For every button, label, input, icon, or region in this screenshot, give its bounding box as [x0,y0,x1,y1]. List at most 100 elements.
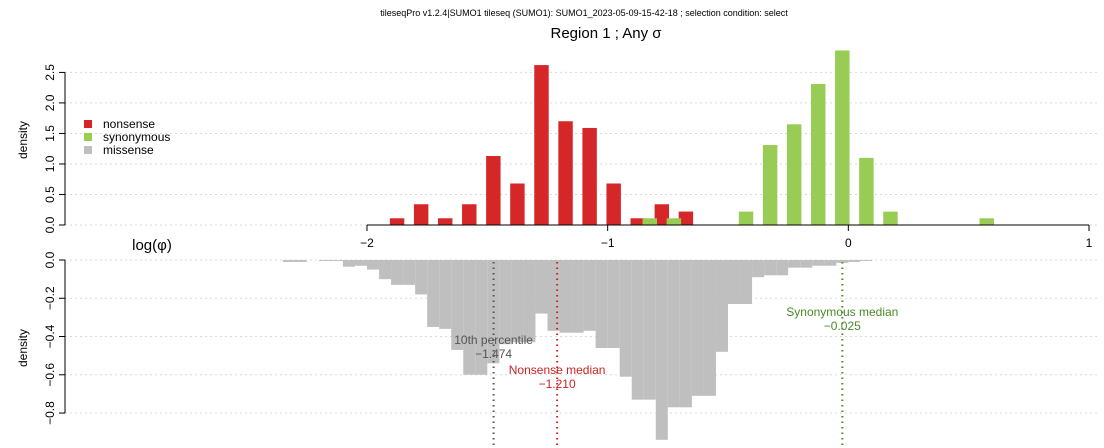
nonsense-bar [462,204,477,225]
annotation-value: −0.025 [824,319,861,333]
missense-bar [330,260,343,261]
annotation-label: Synonymous median [786,305,898,319]
missense-bar [511,260,524,343]
annotation-value: −1.210 [539,377,576,391]
top-y-axis-label: density [16,121,30,159]
top-x-tick-label: −1 [601,236,615,250]
synonymous-bar [979,218,994,225]
nonsense-bar [558,121,573,225]
missense-bar [427,260,440,327]
synonymous-bar [859,157,874,225]
bottom-y-axis-label: density [16,329,30,367]
missense-bar [583,260,596,331]
top-y-tick-label: 2.0 [43,94,57,111]
nonsense-bar [389,218,405,225]
bottom-y-tick-label: 0.0 [43,251,57,268]
synonymous-bar [762,145,778,225]
missense-bar [391,260,404,285]
top-y-tick-label: 1.0 [43,155,57,172]
legend-swatch-missense [84,146,92,154]
nonsense-bar [606,183,621,225]
nonsense-bar [630,218,645,225]
missense-bar [667,260,680,408]
synonymous-bar [642,218,658,225]
missense-bar [788,260,801,268]
chart-title: Region 1 ; Any σ [551,25,663,42]
missense-bar [439,260,452,329]
synonymous-bar [786,124,802,225]
annotation-label: 10th percentile [454,333,533,347]
missense-bar [463,260,476,375]
nonsense-bar [678,211,694,225]
top-x-tick-label: −2 [360,236,374,250]
legend-label-synonymous: synonymous [103,130,170,144]
missense-bar [379,260,392,280]
top-y-tick-label: 1.5 [43,125,57,142]
nonsense-bar [510,183,525,225]
missense-bar [800,260,813,268]
missense-bar [740,260,753,304]
bottom-y-tick-label: −0.8 [43,401,57,425]
missense-bar [403,260,416,285]
top-x-tick-label: 1 [1086,236,1093,250]
missense-bar [559,260,572,333]
missense-bar [703,260,716,396]
missense-bar [342,260,355,267]
top-panel-bars [389,50,994,226]
annotation-value: −1.474 [475,347,512,361]
x-axis-label: log(φ) [132,237,172,254]
missense-bar [679,260,692,408]
missense-bar [367,260,380,270]
legend-swatch-synonymous [84,133,92,141]
missense-bar [354,260,367,266]
top-panel-x-axis: −2 −1 0 1 [360,224,1093,250]
bottom-y-tick-label: −0.2 [43,286,57,310]
missense-bar [643,260,656,400]
missense-bar [715,260,728,352]
missense-bar [836,260,849,263]
missense-bar [776,260,789,276]
synonymous-bar [666,218,682,225]
missense-bar [631,260,644,400]
chart-suptitle: tileseqPro v1.2.4|SUMO1 tileseq (SUMO1):… [380,8,788,18]
nonsense-bar [486,156,501,225]
missense-bar [318,260,331,261]
missense-bar [475,260,488,375]
missense-bar [824,260,837,266]
missense-bar [764,260,777,276]
annotation-label: Nonsense median [509,363,606,377]
bottom-y-tick-label: −0.6 [43,363,57,387]
nonsense-bar [413,204,429,225]
missense-bar [535,260,548,314]
top-x-tick-label: 0 [845,236,852,250]
missense-bar [691,260,704,396]
bottom-panel-y-axis: 0.0 −0.2 −0.4 −0.6 −0.8 [43,251,66,425]
legend-label-missense: missense [103,143,154,157]
synonymous-bar [835,50,850,226]
missense-bar [451,260,464,350]
top-panel-grid [65,71,1098,226]
missense-bar [571,260,584,333]
missense-bar [415,260,428,295]
bottom-y-tick-label: −0.4 [43,324,57,348]
missense-bar [848,260,861,262]
synonymous-bar [883,211,898,225]
missense-bar [547,260,560,331]
nonsense-bar [582,127,597,225]
legend-swatch-nonsense [84,120,92,128]
synonymous-bar [738,211,754,225]
missense-bar [499,260,512,345]
chart-annotations: 10th percentile−1.474 Nonsense median−1.2… [454,262,898,446]
missense-bar [282,260,295,262]
missense-bar [860,260,873,261]
nonsense-bar [437,218,453,225]
missense-bar [752,260,765,278]
missense-bar [294,260,307,262]
legend-label-nonsense: nonsense [103,117,155,131]
missense-bar [607,260,620,348]
missense-bar [655,260,668,440]
top-y-tick-label: 0.0 [43,216,57,233]
top-y-tick-label: 0.5 [43,186,57,203]
